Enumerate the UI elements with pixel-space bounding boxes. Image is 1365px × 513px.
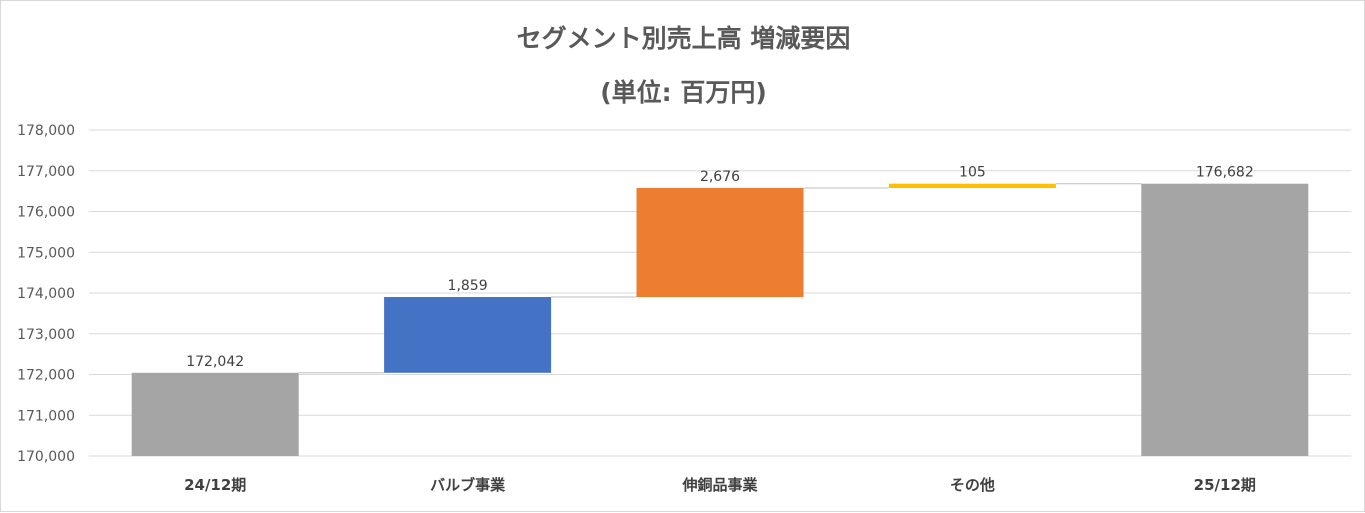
x-category-label: 伸銅品事業 — [681, 476, 758, 494]
chart-subtitle: (単位: 百万円) — [600, 78, 767, 107]
y-tick-label: 174,000 — [17, 286, 75, 302]
y-tick-label: 170,000 — [17, 449, 75, 465]
bar — [131, 372, 299, 456]
y-tick-label: 172,000 — [17, 368, 75, 384]
y-tick-label: 173,000 — [17, 327, 75, 343]
x-category-label: 25/12期 — [1194, 476, 1256, 494]
bar — [1141, 183, 1309, 456]
y-tick-label: 177,000 — [17, 164, 75, 180]
bar — [384, 297, 552, 373]
y-tick-label: 175,000 — [17, 245, 75, 261]
data-label: 105 — [959, 165, 986, 181]
data-label: 172,042 — [186, 354, 244, 370]
data-label: 1,859 — [448, 278, 488, 294]
bar — [888, 183, 1056, 188]
chart-title: セグメント別売上高 増減要因 — [516, 24, 851, 53]
x-category-label: バルブ事業 — [430, 476, 506, 494]
y-tick-label: 176,000 — [17, 205, 75, 221]
x-category-label: その他 — [950, 476, 995, 494]
y-tick-label: 178,000 — [17, 123, 75, 139]
bar — [636, 187, 804, 298]
data-label: 2,676 — [700, 169, 740, 185]
y-tick-label: 171,000 — [17, 408, 75, 424]
data-label: 176,682 — [1196, 165, 1254, 181]
x-category-label: 24/12期 — [184, 476, 246, 494]
